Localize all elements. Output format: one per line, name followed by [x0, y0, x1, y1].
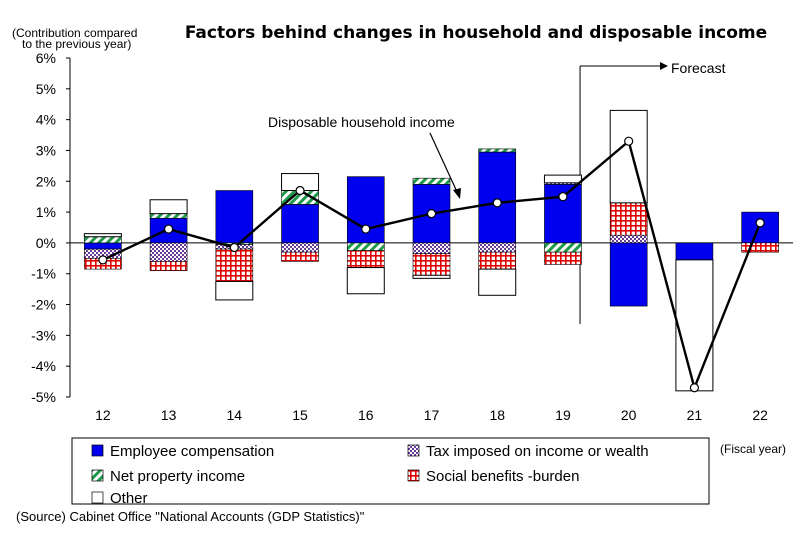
bar-other [83, 233, 122, 238]
bar-social-benefits-burden [281, 251, 319, 262]
x-tick-label: 15 [292, 407, 308, 423]
line-point [426, 209, 437, 219]
y-tick-label: -1% [31, 266, 56, 282]
bar-net-property-income [346, 242, 385, 251]
bar-social-benefits-burden [149, 261, 188, 271]
line-point [229, 242, 239, 253]
bar-other [543, 174, 582, 184]
x-tick-label: 12 [95, 407, 111, 423]
legend: Employee compensation Tax imposed on inco… [71, 437, 710, 507]
bar-other [346, 267, 385, 295]
line-point [492, 198, 502, 208]
y-tick-label: -3% [31, 327, 56, 343]
bar-other [215, 280, 254, 301]
bar-net-property-income [412, 177, 451, 185]
legend-swatch [91, 444, 104, 457]
x-tick-label: 19 [555, 407, 571, 423]
line-point [361, 224, 371, 234]
x-tick-label: 18 [489, 407, 505, 423]
bar-tax-imposed-on-income-or-wealth [149, 242, 188, 262]
bar-employee-compensation [281, 204, 319, 244]
line-point [558, 192, 568, 202]
bar-social-benefits-burden [412, 253, 451, 276]
y-tick-label: 3% [36, 142, 56, 158]
bar-employee-compensation [741, 211, 779, 244]
forecast-arrow-head [660, 62, 668, 70]
y-tick-label: 2% [36, 173, 56, 189]
bar-tax-imposed-on-income-or-wealth [412, 242, 451, 254]
forecast-label: Forecast [671, 60, 726, 76]
x-tick-label: 17 [424, 407, 440, 423]
legend-label: Net property income [110, 468, 245, 485]
chart-title: Factors behind changes in household and … [185, 23, 767, 43]
bar-employee-compensation [478, 151, 517, 244]
x-tick-label: 20 [621, 407, 637, 423]
y-tick-label: -5% [31, 389, 56, 405]
y-axis-label-line2: to the previous year) [22, 37, 131, 51]
bar-tax-imposed-on-income-or-wealth [609, 234, 648, 244]
legend-swatch [407, 469, 420, 482]
line-annotation-arrowhead [453, 188, 461, 199]
line-point [98, 255, 108, 265]
y-tick-label: 4% [36, 112, 56, 128]
y-tick-label: 0% [36, 235, 56, 251]
x-tick-label: 22 [752, 407, 768, 423]
line-point [689, 383, 700, 393]
bar-employee-compensation [84, 242, 122, 250]
bar-social-benefits-burden [544, 251, 582, 265]
line-point [163, 224, 174, 234]
line-annotation-label: Disposable household income [268, 114, 455, 130]
y-axis-label-line1: (Contribution compared [12, 26, 137, 40]
legend-label: Tax imposed on income or wealth [426, 443, 649, 460]
bar-social-benefits-burden [478, 251, 517, 270]
line-annotation-pointer [429, 132, 459, 195]
bar-net-property-income [149, 213, 188, 219]
y-tick-label: -2% [31, 297, 56, 313]
bar-social-benefits-burden [609, 202, 648, 236]
bar-other [149, 199, 188, 215]
legend-swatch [91, 469, 104, 482]
bar-social-benefits-burden [346, 250, 385, 268]
y-tick-label: -4% [31, 358, 56, 374]
bar-other [675, 259, 714, 392]
y-tick-label: 5% [36, 81, 56, 97]
bar-employee-compensation [215, 190, 254, 244]
x-axis-label: (Fiscal year) [720, 442, 786, 456]
line-point [624, 136, 634, 146]
source-note: (Source) Cabinet Office "National Accoun… [16, 509, 365, 524]
plot-area: 6% 5% 4% 3% 2% 1% 0% -1% -2% -3% -4% -5% 12 13 14 15 16 1… [31, 50, 793, 423]
bar-tax-imposed-on-income-or-wealth [281, 242, 319, 253]
legend-label: Social benefits -burden [426, 468, 579, 485]
legend-swatch [407, 444, 420, 457]
legend-box [71, 437, 710, 505]
y-tick-label: 1% [36, 204, 56, 220]
bar-social-benefits-burden [215, 248, 254, 282]
legend-label: Other [110, 490, 148, 507]
bar-other [478, 268, 517, 296]
bar-employee-compensation [609, 242, 648, 307]
x-tick-label: 14 [227, 407, 243, 423]
bar-employee-compensation [675, 242, 714, 261]
line-point [295, 185, 305, 196]
bar-social-benefits-burden [741, 242, 779, 253]
bar-net-property-income [84, 236, 122, 244]
x-tick-label: 21 [687, 407, 703, 423]
x-tick-label: 16 [358, 407, 374, 423]
y-tick-label: 6% [36, 50, 56, 66]
bar-other [412, 274, 451, 279]
x-tick-label: 13 [161, 407, 177, 423]
legend-swatch [91, 491, 104, 504]
line-point [755, 218, 765, 228]
bar-tax-imposed-on-income-or-wealth [478, 242, 517, 253]
bar-net-property-income [544, 242, 582, 253]
bar-net-property-income [478, 148, 517, 153]
legend-label: Employee compensation [110, 443, 274, 460]
